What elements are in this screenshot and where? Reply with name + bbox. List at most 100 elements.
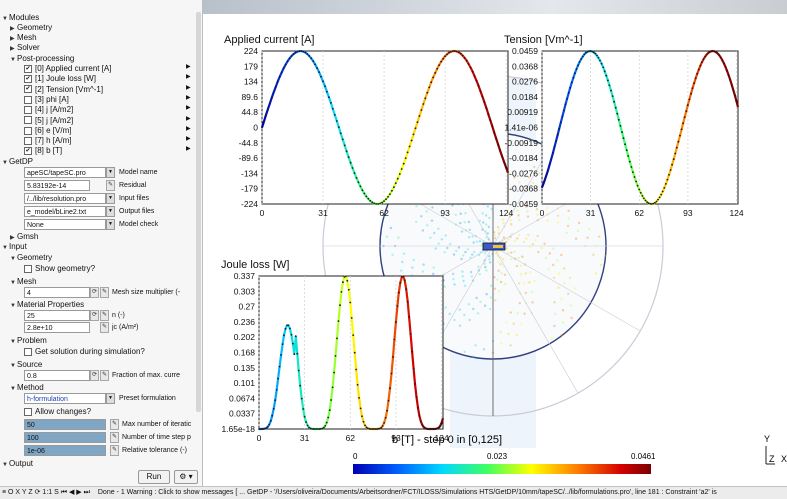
series-point: [422, 424, 424, 426]
run-button[interactable]: Run: [138, 470, 170, 484]
checkbox[interactable]: [24, 348, 32, 356]
dropdown-arrow-icon[interactable]: ▼: [106, 167, 115, 178]
residual-field[interactable]: 5.83192e-14: [24, 180, 90, 191]
graph-icon[interactable]: ✎: [110, 432, 119, 443]
tree-solver[interactable]: ▶Solver: [10, 42, 40, 53]
checkbox[interactable]: [24, 408, 32, 416]
series-point: [460, 53, 462, 55]
graph-icon[interactable]: ✎: [100, 370, 109, 381]
view-options-arrow-icon[interactable]: ▶: [186, 145, 191, 152]
view-checkbox[interactable]: [24, 116, 32, 124]
tolerance-field[interactable]: 1e-06: [24, 445, 106, 456]
collapse-arrow-icon[interactable]: ▼: [10, 384, 17, 395]
show-geometry-checkbox[interactable]: Show geometry?: [24, 263, 95, 274]
dropdown-arrow-icon[interactable]: ▼: [106, 206, 115, 217]
model-name-field[interactable]: apeSC/tapeSC.pro: [24, 167, 106, 178]
dropdown-arrow-icon[interactable]: ▼: [106, 393, 115, 404]
series-point: [339, 304, 341, 306]
graph-icon[interactable]: ✎: [100, 322, 109, 333]
collapse-arrow-icon[interactable]: ▼: [10, 337, 17, 348]
loop-icon[interactable]: ⟳: [90, 370, 99, 381]
view-checkbox[interactable]: [24, 96, 32, 104]
series-segment: [387, 401, 388, 411]
graph-icon[interactable]: ✎: [100, 287, 109, 298]
tree-input[interactable]: ▼Input: [2, 241, 27, 252]
allow-changes-checkbox[interactable]: Allow changes?: [24, 406, 91, 417]
collapse-arrow-icon[interactable]: ▼: [2, 14, 9, 25]
tree-input-mesh[interactable]: ▼Mesh: [10, 276, 37, 287]
view-checkbox[interactable]: [24, 137, 32, 145]
tree-problem[interactable]: ▼Problem: [10, 335, 47, 346]
view-options-arrow-icon[interactable]: ▶: [186, 135, 191, 142]
view-options-arrow-icon[interactable]: ▶: [186, 115, 191, 122]
graph-icon[interactable]: ✎: [110, 445, 119, 456]
get-solution-checkbox[interactable]: Get solution during simulation?: [24, 346, 145, 357]
formulation-select[interactable]: h-formulation: [24, 393, 106, 404]
series-point: [405, 157, 407, 159]
tree-input-geometry[interactable]: ▼Geometry: [10, 252, 52, 263]
series-point: [493, 132, 495, 134]
tree-output[interactable]: ▼Output: [2, 458, 33, 469]
view-checkbox[interactable]: ✔: [24, 85, 32, 93]
sidebar-scrollbar[interactable]: [196, 12, 201, 412]
input-files-field[interactable]: /../lib/resolution.pro: [24, 193, 106, 204]
source-fraction-field[interactable]: 0.8: [24, 370, 90, 381]
collapse-arrow-icon[interactable]: ▼: [10, 301, 17, 312]
graphics-canvas[interactable]: Applied current [A]22417913489.644.80-44…: [203, 0, 787, 486]
time-steps-field[interactable]: 100: [24, 432, 106, 443]
collapse-arrow-icon[interactable]: ▼: [10, 55, 17, 66]
dropdown-arrow-icon[interactable]: ▼: [106, 193, 115, 204]
collapse-arrow-icon[interactable]: ▼: [10, 361, 17, 372]
view-checkbox[interactable]: ✔: [24, 75, 32, 83]
status-toolbar-icons[interactable]: ≡ O X Y Z ⟳ 1:1 S ⏮ ◀ ▶ ⏭: [2, 489, 90, 496]
view-options-arrow-icon[interactable]: ▶: [186, 125, 191, 132]
field-sample: [476, 241, 478, 243]
collapse-arrow-icon[interactable]: ▼: [10, 278, 17, 289]
loop-icon[interactable]: ⟳: [90, 287, 99, 298]
view-options-arrow-icon[interactable]: ▶: [186, 94, 191, 101]
n-field[interactable]: 25: [24, 310, 90, 321]
view-checkbox[interactable]: [24, 127, 32, 135]
view-options-arrow-icon[interactable]: ▶: [186, 84, 191, 91]
series-point: [450, 51, 452, 53]
max-iterations-field[interactable]: 50: [24, 419, 106, 430]
series-point: [673, 158, 675, 160]
view-options-arrow-icon[interactable]: ▶: [186, 104, 191, 111]
view-options-arrow-icon[interactable]: ▶: [186, 63, 191, 70]
view-checkbox[interactable]: ✔: [24, 147, 32, 155]
view-options-arrow-icon[interactable]: ▶: [186, 73, 191, 80]
output-files-field[interactable]: e_model/bLine2.txt: [24, 206, 106, 217]
field-sample: [453, 253, 455, 255]
jc-field[interactable]: 2.8e+10: [24, 322, 90, 333]
graph-icon[interactable]: ✎: [110, 419, 119, 430]
tree-source[interactable]: ▼Source: [10, 359, 42, 370]
mesh-size-field[interactable]: 4: [24, 287, 90, 298]
field-sample: [487, 205, 489, 207]
collapse-arrow-icon[interactable]: ▼: [2, 158, 9, 169]
dropdown-arrow-icon[interactable]: ▼: [106, 219, 115, 230]
view-checkbox[interactable]: [24, 106, 32, 114]
field-sample: [484, 252, 486, 254]
series-segment: [619, 120, 621, 126]
collapse-arrow-icon[interactable]: ▼: [2, 243, 9, 254]
view-checkbox[interactable]: ✔: [24, 65, 32, 73]
series-point: [446, 53, 448, 55]
graph-icon[interactable]: ✎: [100, 310, 109, 321]
tree-method[interactable]: ▼Method: [10, 382, 44, 393]
model-check-select[interactable]: None: [24, 219, 106, 230]
series-point: [338, 320, 340, 322]
tree-getdp[interactable]: ▼GetDP: [2, 156, 33, 167]
collapse-arrow-icon[interactable]: ▼: [2, 460, 9, 471]
series-point: [295, 52, 297, 54]
status-message[interactable]: Done - 1 Warning : Click to show message…: [98, 489, 717, 496]
edit-icon[interactable]: ✎: [106, 180, 115, 191]
tree-material-properties[interactable]: ▼Material Properties: [10, 299, 84, 310]
gear-icon[interactable]: ⚙ ▾: [174, 470, 198, 484]
view-item[interactable]: ✔[8] b [T]: [24, 145, 62, 156]
series-point: [352, 167, 354, 169]
checkbox[interactable]: [24, 265, 32, 273]
collapse-arrow-icon[interactable]: ▼: [10, 254, 17, 265]
field-sample: [413, 259, 415, 261]
loop-icon[interactable]: ⟳: [90, 310, 99, 321]
